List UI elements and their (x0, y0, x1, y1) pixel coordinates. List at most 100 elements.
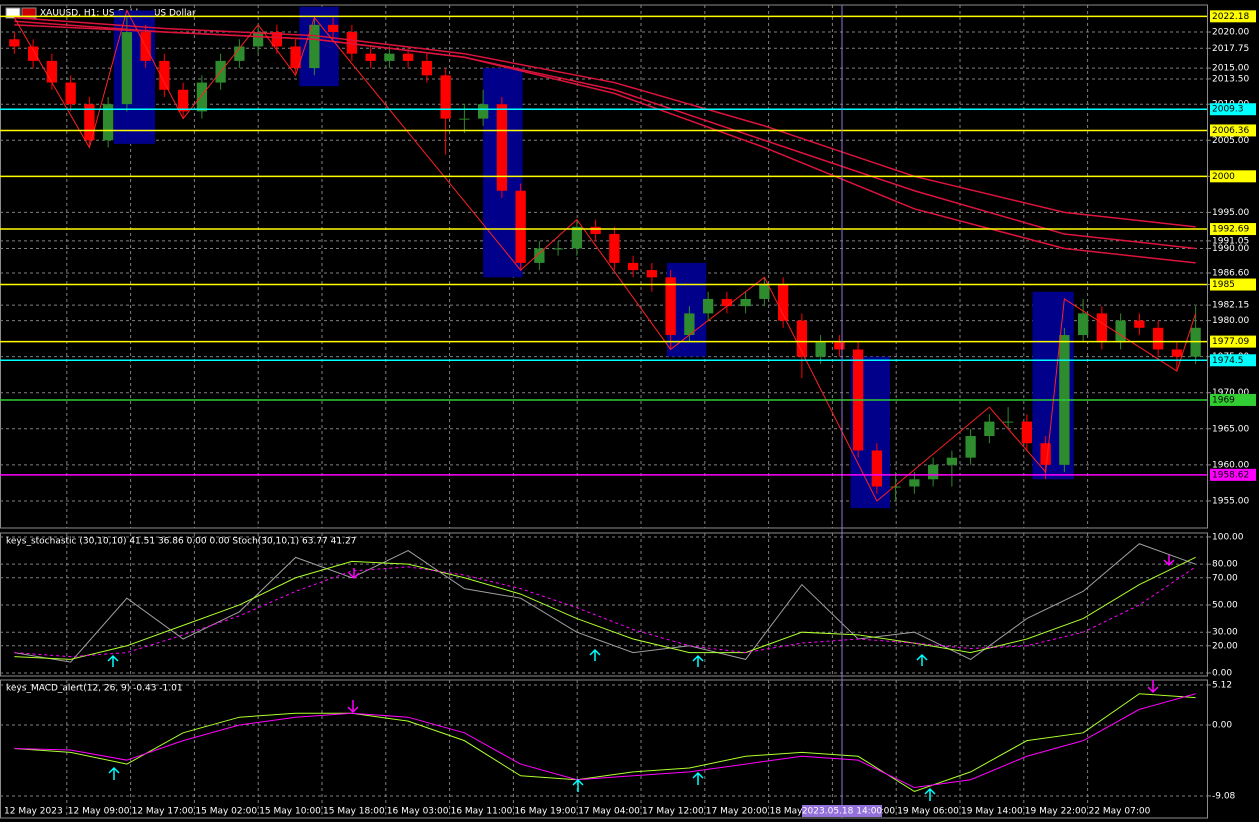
x-tick-label: 17 May 20:00 (706, 807, 768, 817)
candle-body (84, 104, 95, 141)
candle-body (1171, 349, 1183, 357)
candle-body (1152, 327, 1164, 350)
candle-body (534, 248, 545, 263)
candle-body (1096, 313, 1108, 343)
zigzag (13, 9, 1197, 502)
panel-frame (0, 679, 1208, 819)
panel-title: keys_MACD_alert(12, 26, 9) -0.43 -1.01 (6, 684, 183, 694)
x-tick-label: 17 May 04:00 (578, 807, 640, 817)
candle-body (1040, 443, 1051, 465)
cursor-label-box (802, 805, 882, 817)
level-label: 1992.69 (1212, 225, 1249, 235)
candle-body (552, 248, 564, 250)
candle-body (1115, 320, 1126, 343)
candle-body (402, 53, 414, 61)
candle-body (721, 298, 733, 307)
x-tick-label: 19 May 22:00 (1025, 807, 1087, 817)
candle-body (496, 104, 508, 191)
y-tick-label: 2013.50 (1212, 74, 1249, 84)
y-tick-label: 1955.00 (1212, 496, 1249, 506)
x-tick-label: 12 May 17:00 (132, 807, 194, 817)
x-tick-label: 17 May 12:00 (642, 807, 704, 817)
panel-title: keys_stochastic (30,10,10) 41.51 36.86 0… (6, 537, 356, 547)
y-tick-label: 70.00 (1212, 573, 1238, 583)
level-label-box (1210, 103, 1256, 116)
y-tick-label: 1980.00 (1212, 316, 1249, 326)
candle-body (684, 313, 695, 336)
candle-body (777, 284, 789, 321)
y-tick-label: 30.00 (1212, 628, 1238, 638)
level-label-box (1210, 223, 1256, 236)
y-tick-label: 5.12 (1212, 681, 1232, 691)
candle-body (9, 39, 20, 47)
x-tick-label: 19 May 06:00 (897, 807, 959, 817)
level-label-box (1210, 170, 1256, 183)
level-label-box (1210, 335, 1256, 348)
candle-body (46, 60, 58, 83)
candle-body (102, 104, 114, 141)
y-tick-label: 1970.00 (1212, 388, 1249, 398)
candle-body (1134, 320, 1145, 328)
level-label: 1958.62 (1212, 470, 1249, 480)
y-tick-label: 0.00 (1212, 669, 1232, 679)
y-tick-label: 0.00 (1212, 721, 1232, 731)
candle-body (252, 32, 264, 47)
y-tick-label: 2017.75 (1212, 44, 1249, 54)
level-label-box (1210, 10, 1256, 23)
x-tick-label: 16 May 03:00 (387, 807, 449, 817)
candle-body (346, 32, 358, 54)
y-tick-label: 2005.00 (1212, 136, 1249, 146)
x-tick-label: 16 May 19:00 (514, 807, 576, 817)
panel-frame (0, 4, 1208, 529)
indicator-line (14, 566, 1196, 658)
y-tick-label: 50.00 (1212, 600, 1238, 610)
candle-body (159, 60, 170, 90)
level-label-box (1210, 278, 1256, 291)
y-tick-label: 1960.00 (1212, 460, 1249, 470)
level-label-box (1210, 124, 1256, 137)
x-tick-label: 12 May 09:00 (68, 807, 130, 817)
x-tick-label: 15 May 02:00 (195, 807, 257, 817)
level-label: 2006.36 (1212, 126, 1249, 136)
y-tick-label: 80.00 (1212, 560, 1238, 570)
y-tick-label: 1982.15 (1212, 301, 1249, 311)
cursor-label: 2023.05.18 14:00 (802, 807, 883, 817)
candle-body (890, 486, 901, 488)
candle-body (702, 298, 714, 314)
candle-body (27, 46, 39, 61)
y-tick-label: 1991.05 (1212, 236, 1249, 246)
candle-body (740, 298, 751, 307)
candle-body (440, 75, 451, 119)
x-tick-label: 18 May (770, 807, 804, 817)
candle-body (196, 82, 208, 112)
level-label-box (1210, 354, 1256, 367)
candle-body (459, 118, 470, 120)
candle-body (871, 450, 883, 487)
candle-body (1021, 421, 1033, 444)
candle-body (646, 270, 658, 278)
moving-average (14, 24, 1196, 264)
candle-body (927, 464, 939, 480)
candle-body (796, 320, 808, 357)
level-label: 1974.5 (1212, 356, 1244, 366)
y-tick-label: 1965.00 (1212, 424, 1249, 434)
candle-body (590, 226, 601, 235)
y-tick-label: 1995.00 (1212, 208, 1249, 218)
y-tick-label: 1990.00 (1212, 244, 1249, 254)
y-tick-label: 2015.00 (1212, 64, 1249, 74)
candle-body (984, 421, 995, 437)
level-label: 2000 (1212, 172, 1235, 182)
level-label: 1969 (1212, 395, 1235, 405)
candle-body (909, 479, 920, 487)
level-label-box (1210, 468, 1256, 481)
candle-body (665, 277, 676, 336)
candle-body (759, 284, 770, 299)
y-tick-label: 1986.60 (1212, 268, 1249, 278)
candle-body (946, 457, 958, 465)
candle-body (65, 82, 76, 105)
indicator-line (14, 556, 1196, 660)
indicator-line (14, 543, 1196, 663)
level-label: 1977.09 (1212, 337, 1249, 347)
candle-body (290, 46, 301, 69)
